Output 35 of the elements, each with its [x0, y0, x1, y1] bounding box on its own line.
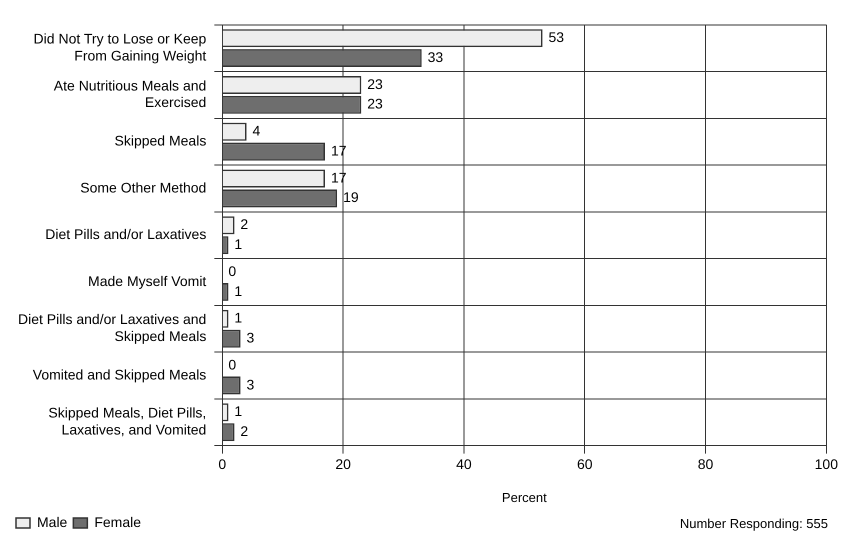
y-tick-label: Diet Pills and/or Laxatives: [45, 226, 206, 242]
x-axis-title: Percent: [502, 490, 548, 505]
x-tick-label: 40: [456, 456, 472, 472]
data-label: 0: [228, 262, 236, 279]
data-label: 2: [240, 423, 248, 440]
x-tick-label: 100: [814, 456, 838, 472]
data-label: 23: [367, 76, 384, 92]
data-label: 1: [234, 282, 242, 299]
data-label: 23: [367, 96, 384, 112]
data-label: 33: [428, 48, 444, 65]
x-tick-label: 0: [218, 456, 226, 472]
data-label: 3: [246, 330, 254, 346]
y-tick-label: Some Other Method: [80, 179, 206, 196]
data-label: 19: [343, 189, 359, 206]
y-tick-label: Vomited and Skipped Meals: [32, 366, 206, 382]
data-label: 0: [228, 356, 236, 372]
data-label: 1: [234, 403, 242, 420]
data-label: 1: [234, 310, 242, 326]
data-label: 4: [252, 122, 260, 139]
data-label: 1: [234, 236, 242, 252]
legend-label: Female: [94, 514, 142, 530]
data-label: 3: [246, 376, 254, 392]
y-tick-label: Ate Nutritious Meals and Exercised: [54, 77, 206, 110]
y-tick-label: Made Myself Vomit: [88, 272, 206, 289]
x-tick-label: 20: [335, 456, 352, 472]
x-tick-label: 80: [698, 456, 714, 472]
data-label: 2: [240, 216, 248, 232]
legend-label: Male: [37, 514, 68, 530]
y-tick-label: Skipped Meals: [114, 132, 206, 149]
y-tick-label: Skipped Meals, Diet Pills, Laxatives, and Vomited: [48, 404, 206, 438]
y-tick-label: Diet Pills and/or Laxatives and Skipped Meals: [18, 311, 206, 344]
y-tick-label: Did Not Try to Lose or Keep From Gaining Weight: [34, 30, 207, 64]
data-label: 53: [548, 29, 564, 46]
x-tick-label: 60: [576, 456, 593, 472]
text: Number Responding: 555: [680, 516, 828, 531]
